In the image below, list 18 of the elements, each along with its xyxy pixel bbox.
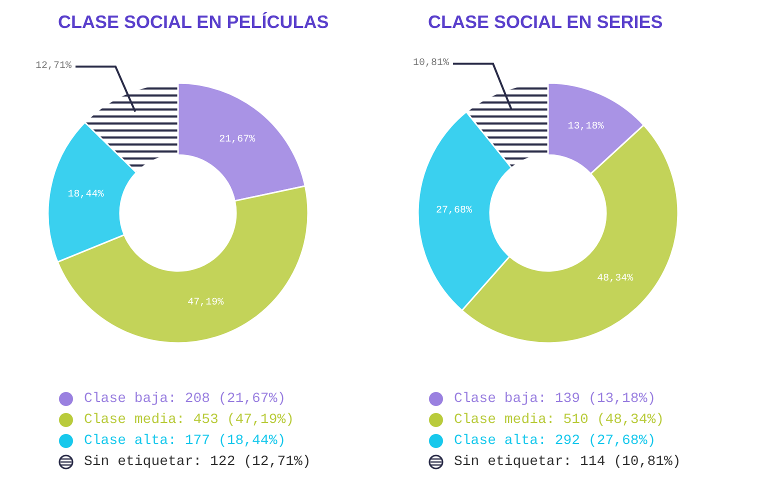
legend-label: Clase alta: 177 (18,44%)	[84, 432, 286, 448]
data-label: 18,44%	[68, 189, 104, 200]
data-label: 12,71%	[36, 61, 72, 72]
data-label: 10,81%	[413, 58, 450, 70]
legend-label: Clase alta: 292 (27,68%)	[454, 432, 656, 448]
data-label: 47,19%	[188, 297, 224, 308]
data-label: 27,68%	[436, 205, 472, 216]
legend-label: Sin etiquetar: 122 (12,71%)	[84, 454, 311, 470]
legend-label: Sin etiquetar: 114 (10,81%)	[454, 454, 681, 470]
legend-label: Clase baja: 139 (13,18%)	[454, 390, 656, 406]
data-label: 21,67%	[219, 134, 256, 146]
legend-label: Clase media: 453 (47,19%)	[84, 412, 294, 428]
chart-title: CLASE SOCIAL EN PELÍCULAS	[57, 12, 330, 34]
legend-label: Clase media: 510 (48,34%)	[454, 412, 664, 428]
data-label: 48,34%	[597, 273, 634, 284]
legend-label: Clase baja: 208 (21,67%)	[84, 390, 286, 406]
data-label: 13,18%	[568, 121, 604, 132]
chart-title: CLASE SOCIAL EN SERIES	[427, 12, 664, 34]
